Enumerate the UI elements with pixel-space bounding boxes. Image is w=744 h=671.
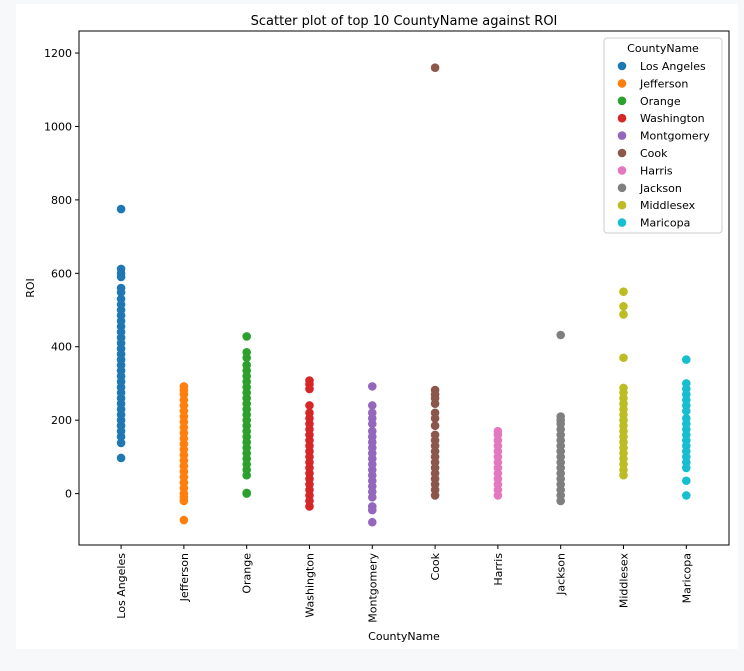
legend-label: Cook [640,147,668,160]
legend-label: Los Angeles [640,60,706,73]
y-tick-label: 800 [51,194,72,207]
y-tick-label: 200 [51,414,72,427]
legend-items: Los Angeles Jefferson Orange Washington Mont… [617,60,710,230]
legend-label: Jackson [639,182,682,195]
series-harris [493,426,503,500]
data-point [116,432,126,441]
x-axis-label: CountyName [368,630,440,643]
data-point [305,401,314,410]
legend-label: Jefferson [639,77,688,90]
data-point [242,488,251,498]
series-cook [430,63,440,500]
legend-marker [617,61,627,71]
series-maricopa [681,355,691,500]
data-point [367,502,377,511]
x-tick-label: Jackson [555,553,568,596]
x-tick-label: Harris [492,553,505,586]
points-layer [116,63,691,527]
data-point [430,430,440,440]
data-point [619,302,628,311]
data-point [681,491,691,500]
figure: Scatter plot of top 10 CountyName agains… [16,4,738,649]
data-point [556,330,565,340]
data-point [681,379,691,388]
y-tick-label: 0 [65,488,72,501]
scatter-chart: Scatter plot of top 10 CountyName agains… [24,14,730,643]
x-tick-label: Los Angeles [115,553,128,619]
x-axis: Los Angeles Jefferson Orange Washington Mont… [115,545,693,623]
legend-marker [617,148,627,158]
legend-title: CountyName [627,42,699,55]
data-point [367,401,377,410]
legend-label: Harris [640,164,673,177]
series-middlesex [619,287,628,480]
data-point [681,476,691,486]
data-point [619,383,628,393]
y-tick-label: 400 [51,341,72,354]
legend-label: Middlesex [640,199,696,212]
data-point [116,272,126,282]
data-point [430,408,440,418]
data-point [619,310,628,319]
data-point [242,360,251,370]
data-point [430,421,440,430]
data-point [367,517,377,527]
data-point [305,408,314,418]
legend-marker [617,218,627,227]
data-point [305,376,314,385]
series-jefferson [179,382,189,525]
data-point [116,204,126,214]
data-point [556,412,565,421]
series-jackson [556,330,565,506]
x-tick-label: Maricopa [680,553,693,603]
y-tick-label: 600 [51,267,72,280]
data-point [242,332,251,341]
data-point [367,408,377,418]
legend-marker [617,131,627,140]
legend-label: Orange [640,95,681,108]
plot-frame [78,30,730,546]
y-axis-label: ROI [24,278,37,298]
data-point [493,426,503,436]
y-tick-label: 1200 [44,47,72,60]
data-point [179,515,189,525]
data-point [430,385,440,395]
series-orange [242,332,251,498]
legend-marker [617,200,627,210]
x-tick-label: Washington [303,553,316,618]
data-point [116,453,126,463]
data-point [367,426,377,436]
legend-box [603,37,723,234]
data-point [681,414,691,423]
data-point [430,63,440,73]
data-point [367,382,377,391]
series-washington [305,376,314,511]
data-point [242,347,251,357]
x-tick-label: Orange [241,553,254,594]
legend-marker [617,113,627,123]
data-point [619,287,628,296]
legend-label: Washington [640,112,705,125]
data-point [619,353,628,363]
y-axis: 0 200 400 600 800 1000 1200 [44,47,79,501]
x-tick-label: Montgomery [366,553,379,623]
legend-marker [617,183,627,193]
legend-marker [617,79,627,88]
legend-label: Maricopa [640,217,690,230]
data-point [179,382,189,391]
series-los-angeles [116,204,126,463]
x-tick-label: Jefferson [178,553,191,602]
legend-marker [617,166,627,175]
x-tick-label: Middlesex [617,553,630,609]
legend-marker [617,96,627,106]
data-point [116,438,126,448]
data-point [681,355,691,364]
y-tick-label: 1000 [44,120,72,133]
legend-label: Montgomery [640,130,710,143]
x-tick-label: Cook [429,552,442,580]
legend: CountyName Los Angeles Jefferson Orange Was… [603,37,723,234]
series-montgomery [367,382,377,527]
data-point [116,288,126,297]
chart-title: Scatter plot of top 10 CountyName agains… [251,14,558,29]
